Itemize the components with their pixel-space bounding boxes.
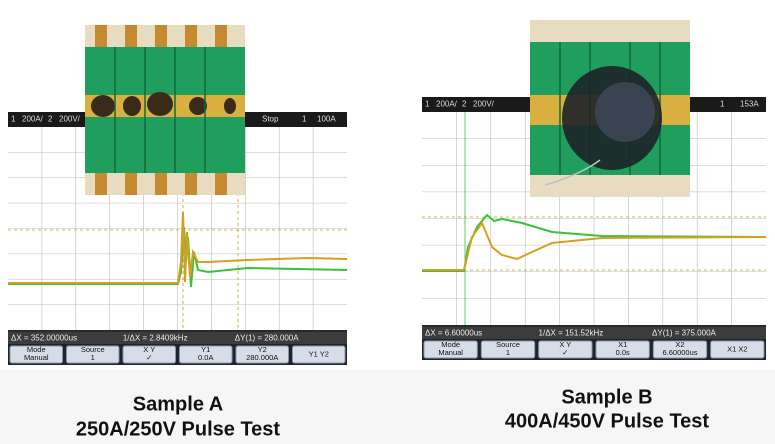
softkey	[538, 340, 593, 359]
softkey-label: ✓	[562, 348, 568, 357]
softkey	[179, 345, 233, 364]
trigger-channel: 1	[720, 100, 725, 109]
scope-a: 1 200A/ 2 200V/ Stop 1 100A ΔX = 352.000…	[8, 112, 348, 365]
run-status: Stop	[262, 115, 279, 124]
softkey-label: 1	[91, 353, 95, 362]
softkey-label: 280.000A	[246, 353, 278, 362]
softkey	[235, 345, 289, 364]
softkey	[652, 340, 708, 359]
softkey-label: Y1	[201, 345, 210, 354]
caption-subtitle: 250A/250V Pulse Test	[76, 418, 281, 440]
channel: 2	[48, 115, 53, 124]
caption-title: Sample A	[133, 393, 223, 415]
scale: 200V/	[59, 115, 81, 124]
scale: 200A/	[22, 115, 44, 124]
measurement: ΔY(1) = 280.000A	[235, 334, 299, 343]
traces	[422, 112, 767, 325]
softkey-label: Y1 Y2	[309, 349, 329, 358]
softkey-label: Source	[81, 345, 105, 354]
measurement: 1/ΔX = 2.8409kHz	[123, 334, 188, 343]
softkey-label: Source	[496, 340, 520, 349]
channel: 1	[11, 115, 16, 124]
measurement: ΔX = 352.00000us	[11, 334, 77, 343]
trigger-level: 100A	[317, 115, 336, 124]
softkey-label: 0.0s	[616, 348, 630, 357]
caption-subtitle: 400A/450V Pulse Test	[505, 410, 710, 432]
softkey	[9, 345, 63, 364]
softkey-label: Manual	[24, 353, 49, 362]
softkey-label: 1	[506, 348, 510, 357]
trigger-level: 153A	[740, 100, 759, 109]
scale: 200V/	[473, 100, 495, 109]
channel: 2	[462, 100, 467, 109]
channel: 1	[425, 100, 430, 109]
softkey-label: 0.0A	[198, 353, 213, 362]
measurement: ΔY(1) = 375.000A	[652, 329, 716, 338]
softkey-label: X Y	[559, 340, 571, 349]
softkey	[292, 345, 346, 364]
softkey	[595, 340, 650, 359]
softkey	[66, 345, 120, 364]
softkey-label: 6.60000us	[662, 348, 697, 357]
softkey	[122, 345, 176, 364]
softkey-label: Mode	[441, 340, 460, 349]
softkey-label: X1	[618, 340, 627, 349]
traces	[8, 127, 348, 330]
photo-a	[85, 25, 245, 195]
measurement: ΔX = 6.60000us	[425, 329, 482, 338]
trigger-channel: 1	[302, 115, 307, 124]
measurement: 1/ΔX = 151.52kHz	[539, 329, 604, 338]
softkey-label: Y2	[258, 345, 267, 354]
caption-band	[0, 370, 775, 444]
softkey-label: ✓	[146, 353, 152, 362]
measure-bar	[422, 327, 766, 339]
photo-b	[530, 20, 690, 197]
softkey	[423, 340, 478, 359]
softkey-label: X Y	[143, 345, 155, 354]
softkey	[480, 340, 536, 359]
softkey-label: X1 X2	[727, 344, 747, 353]
caption-title: Sample B	[561, 386, 652, 408]
scale: 200A/	[436, 100, 458, 109]
measure-bar	[8, 332, 347, 344]
softkey-label: Mode	[27, 345, 46, 354]
softkey	[710, 340, 765, 359]
softkey-label: Manual	[438, 348, 463, 357]
softkey-label: X2	[675, 340, 684, 349]
